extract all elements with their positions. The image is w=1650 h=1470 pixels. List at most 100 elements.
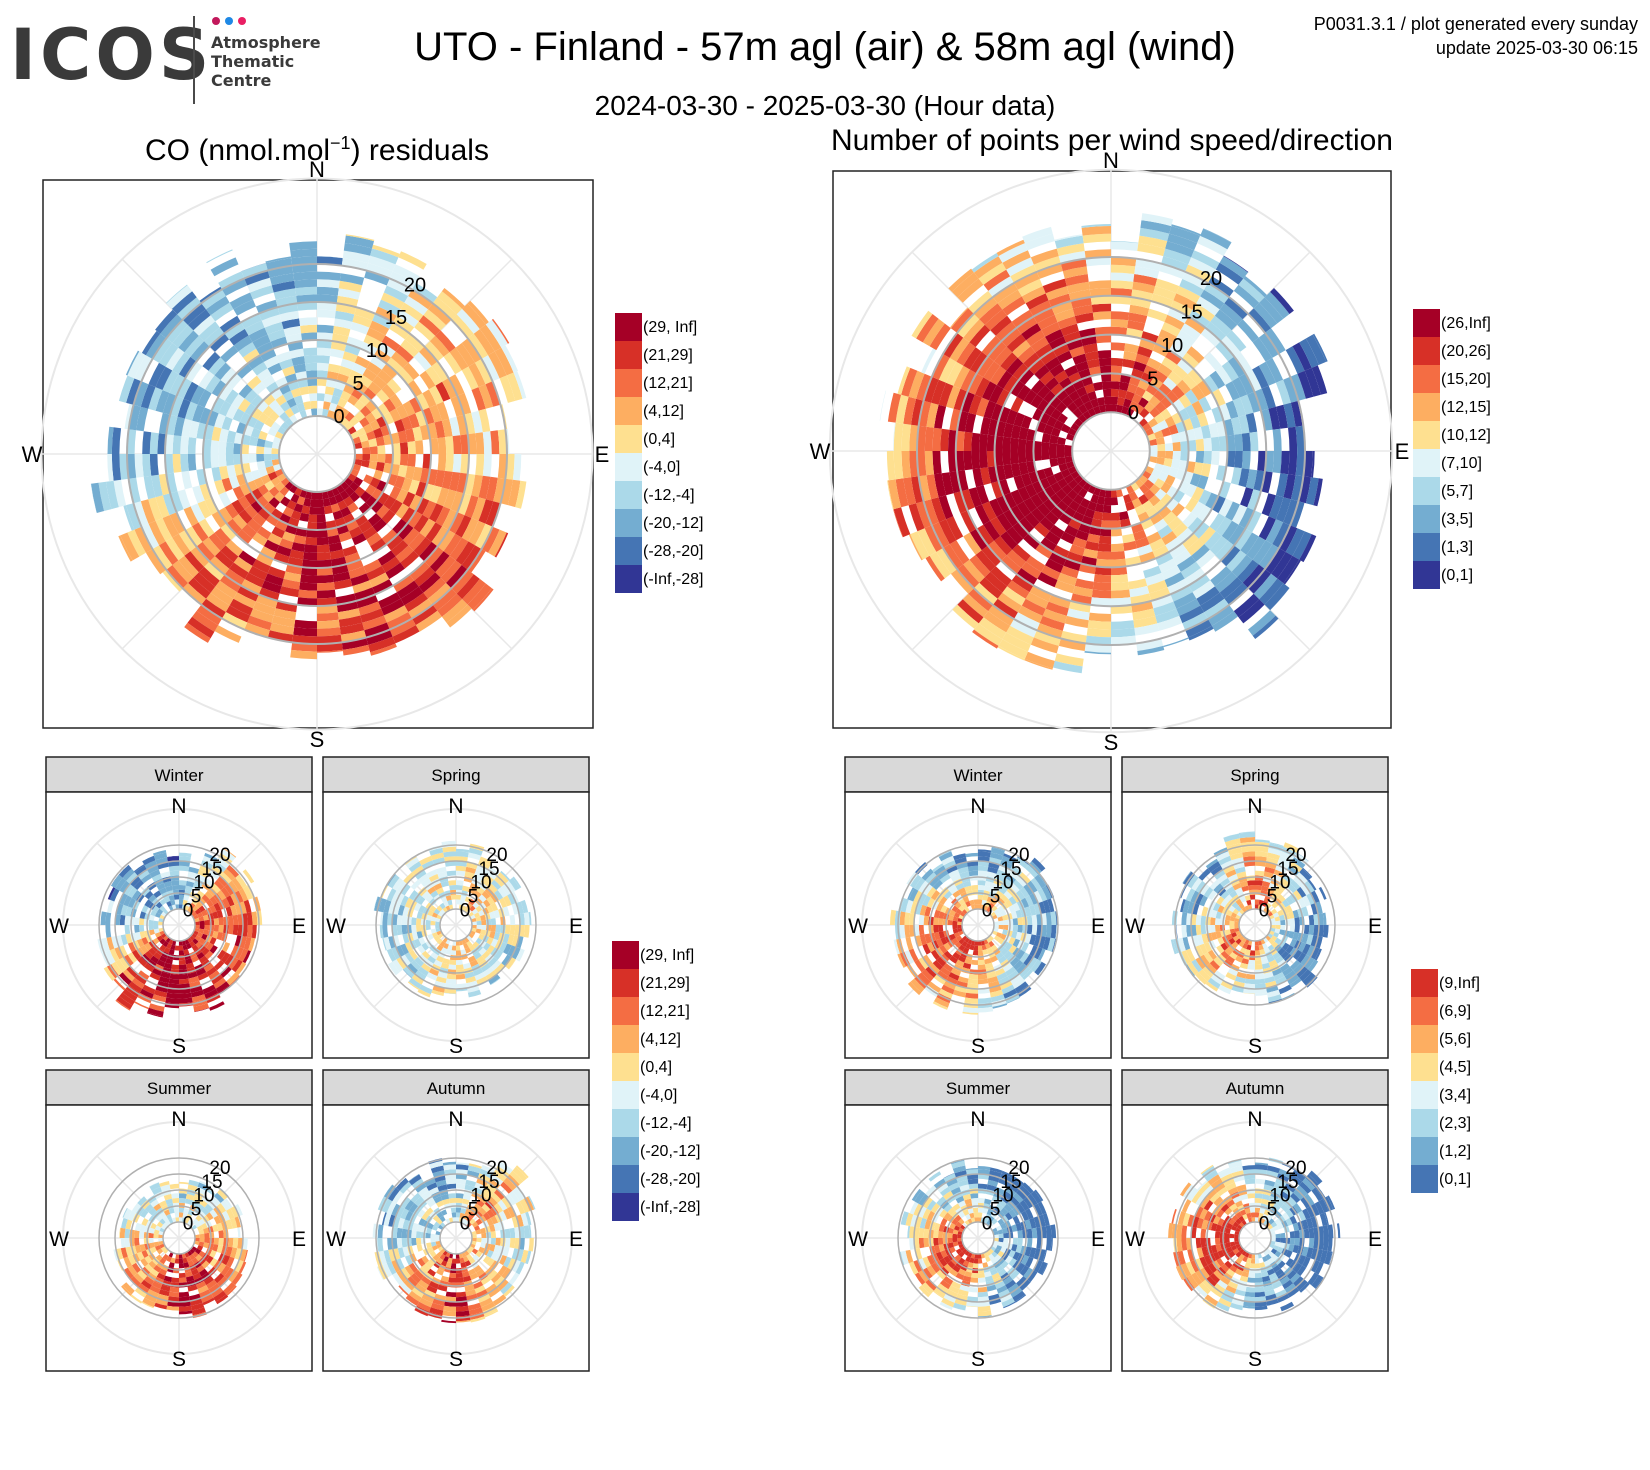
icos-logo: ICOS xyxy=(10,14,214,96)
heat-cell xyxy=(293,363,307,374)
heat-cell xyxy=(401,507,416,524)
heat-cell xyxy=(481,890,491,900)
heat-cell xyxy=(992,598,1018,619)
legend-swatch xyxy=(612,1025,639,1053)
heat-cell xyxy=(413,537,432,557)
heat-cell xyxy=(349,369,363,382)
heat-cell xyxy=(401,915,408,925)
heat-cell xyxy=(1001,327,1022,347)
heat-cell xyxy=(1275,473,1288,498)
heat-cell xyxy=(136,406,149,432)
heat-cell xyxy=(401,925,408,935)
heat-cell xyxy=(1035,543,1053,559)
heat-cell xyxy=(198,928,205,934)
heat-cell xyxy=(950,308,974,333)
heat-cell xyxy=(257,484,269,496)
heat-cell xyxy=(460,895,467,901)
heat-cell xyxy=(457,392,472,415)
heat-cell xyxy=(401,1238,408,1248)
heat-cell xyxy=(306,529,317,538)
heat-cell xyxy=(1058,251,1086,264)
heat-cell xyxy=(172,325,194,348)
heat-cell xyxy=(1168,467,1179,478)
heat-cell xyxy=(186,943,192,950)
heat-cell xyxy=(1092,381,1103,391)
heat-cell xyxy=(1033,440,1042,451)
heat-cell xyxy=(263,539,280,553)
heat-cell xyxy=(1090,398,1099,408)
heat-cell xyxy=(351,533,367,546)
heat-cell xyxy=(377,445,386,454)
heat-cell xyxy=(398,251,427,270)
heat-cell xyxy=(1066,608,1090,621)
heat-cell xyxy=(1098,488,1106,498)
heat-cell xyxy=(1161,565,1181,580)
heat-cell xyxy=(381,384,396,399)
heat-cell xyxy=(1181,533,1199,550)
heat-cell xyxy=(485,476,498,502)
heat-cell xyxy=(967,373,984,395)
heat-cell xyxy=(179,885,186,891)
heat-cell xyxy=(133,501,149,527)
heat-cell xyxy=(218,1238,224,1246)
heat-cell xyxy=(1023,352,1041,369)
heat-cell xyxy=(206,899,214,908)
heat-cell xyxy=(1002,451,1011,466)
heat-cell xyxy=(1090,295,1111,305)
heat-cell xyxy=(157,862,169,870)
heat-cell xyxy=(978,870,988,877)
heat-cell xyxy=(227,915,234,925)
radial-tick-label: 10 xyxy=(366,340,388,362)
compass-n-label: N xyxy=(448,1108,463,1131)
heat-cell xyxy=(155,390,170,413)
heat-cell xyxy=(326,489,335,498)
heat-cell xyxy=(169,973,179,980)
heat-cell xyxy=(916,501,932,529)
heat-cell xyxy=(1098,404,1106,414)
heat-cell xyxy=(1043,403,1056,417)
heat-cell xyxy=(206,592,230,612)
heat-cell xyxy=(299,410,308,419)
heat-cell xyxy=(252,334,271,349)
heat-cell xyxy=(943,544,964,570)
heat-cell xyxy=(1195,914,1202,925)
heat-cell xyxy=(1272,428,1282,451)
heat-cell xyxy=(317,536,329,546)
heat-cell xyxy=(1064,365,1079,378)
heat-cell xyxy=(416,1231,422,1238)
heat-cell xyxy=(408,413,420,429)
heat-cell xyxy=(1167,307,1189,324)
heat-cell xyxy=(911,310,933,339)
heat-cell xyxy=(185,880,195,888)
heat-cell xyxy=(1080,393,1091,404)
heat-cell xyxy=(475,916,482,922)
heat-cell xyxy=(179,894,185,900)
heat-cell xyxy=(204,1232,210,1238)
co-facet-strip: Spring xyxy=(322,756,590,793)
heat-cell xyxy=(493,477,506,504)
heat-cell xyxy=(140,384,156,409)
heat-cell xyxy=(1111,635,1137,645)
heat-cell xyxy=(1234,433,1243,451)
heat-cell xyxy=(1255,950,1261,956)
heat-cell xyxy=(997,645,1025,661)
radial-tick-label: 20 xyxy=(404,274,426,296)
heat-cell xyxy=(430,438,439,454)
heat-cell xyxy=(111,936,119,949)
heat-cell xyxy=(225,540,243,557)
heat-cell xyxy=(448,880,456,886)
heat-cell xyxy=(362,447,371,454)
heat-cell xyxy=(1077,487,1088,498)
heat-cell xyxy=(273,552,290,565)
heat-cell xyxy=(448,964,456,970)
heat-cell xyxy=(317,393,325,402)
heat-cell xyxy=(1156,436,1165,445)
logo-sub-line: Centre xyxy=(211,71,272,90)
heat-cell xyxy=(1122,533,1136,544)
heat-cell xyxy=(196,952,205,960)
heat-cell xyxy=(202,984,216,995)
heat-cell xyxy=(407,441,416,454)
heat-cell xyxy=(1039,371,1055,386)
heat-cell xyxy=(303,401,311,410)
heat-cell xyxy=(1140,372,1154,384)
